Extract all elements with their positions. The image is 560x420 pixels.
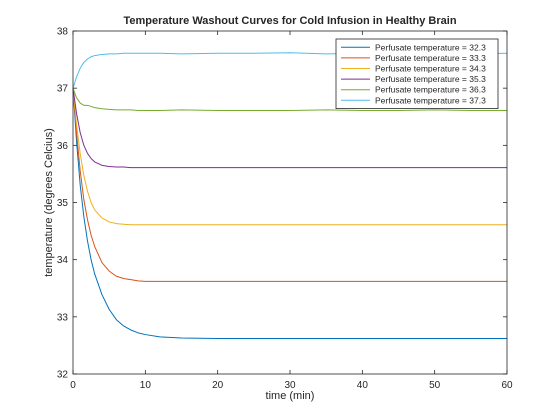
legend-label: Perfusate temperature = 34.3 [375,64,486,74]
y-tick-label: 34 [57,255,69,266]
x-tick-label: 40 [357,380,369,391]
y-tick-label: 33 [57,312,69,323]
series-line-5 [72,87,507,111]
y-tick-label: 32 [57,370,69,381]
x-tick-label: 10 [140,380,152,391]
series-line-2 [72,88,507,282]
y-tick-label: 38 [57,27,69,38]
series-line-3 [72,88,507,226]
x-tick-label: 20 [212,380,224,391]
x-axis-label: time (min) [266,390,315,402]
y-tick-label: 37 [57,84,69,95]
y-tick-label: 35 [57,198,69,209]
legend-label: Perfusate temperature = 35.3 [375,74,486,84]
x-tick-label: 60 [501,380,513,391]
series-line-1 [72,88,507,340]
x-tick-label: 50 [429,380,441,391]
y-tick-label: 36 [57,141,69,152]
legend-label: Perfusate temperature = 33.3 [375,53,486,63]
legend-label: Perfusate temperature = 37.3 [375,95,486,105]
chart-title: Temperature Washout Curves for Cold Infu… [123,15,456,27]
x-tick-label: 30 [284,380,296,391]
legend-box [335,38,499,109]
series-line-4 [72,88,507,169]
legend-label: Perfusate temperature = 36.3 [375,85,486,95]
axis-ticks: 0 10 20 30 40 50 60 32 33 34 35 36 37 38 [57,27,513,392]
legend-label: Perfusate temperature = 32.3 [375,42,486,52]
y-axis-label: temperature (degrees Celcius) [43,128,55,277]
x-tick-label: 0 [70,380,76,391]
